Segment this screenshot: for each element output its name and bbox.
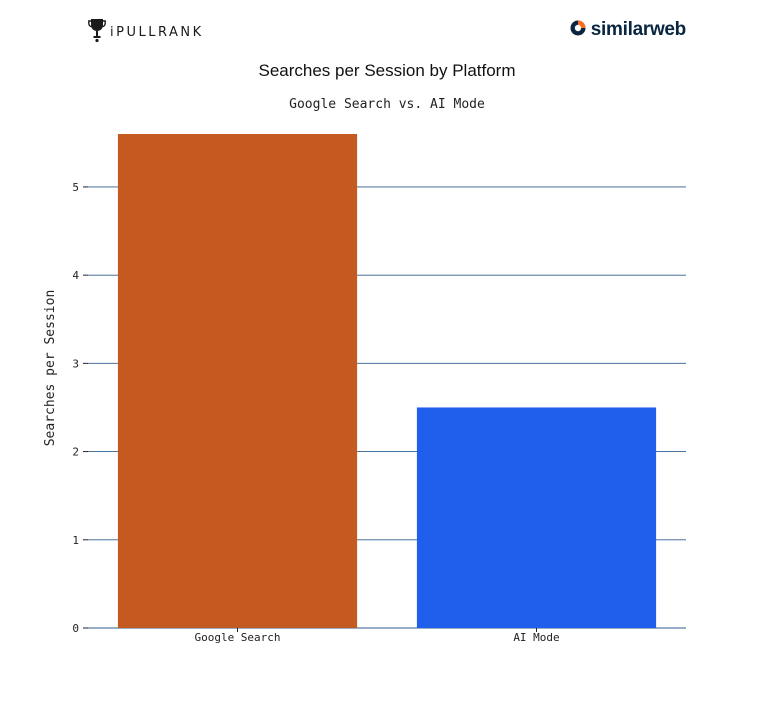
trophy-icon xyxy=(88,17,106,48)
y-tick-label: 5 xyxy=(72,181,79,194)
y-tick-label: 1 xyxy=(72,534,79,547)
ipullrank-wordmark: iPULLRANK xyxy=(110,24,204,40)
similarweb-wordmark: similarweb xyxy=(590,19,687,40)
x-tick-layer: Google Search AI Mode xyxy=(194,628,560,644)
similarweb-icon xyxy=(570,20,586,41)
bar-google-search xyxy=(117,134,358,628)
chart-subtitle: Google Search vs. AI Mode xyxy=(289,97,485,112)
y-tick-label: 3 xyxy=(72,357,79,370)
chart-title: Searches per Session by Platform xyxy=(258,61,515,80)
y-tick-label: 4 xyxy=(72,269,79,282)
y-tick-label: 2 xyxy=(72,446,79,459)
bar-ai-mode xyxy=(416,407,657,628)
ipullrank-logo: iPULLRANK xyxy=(88,18,204,46)
bar-layer xyxy=(117,134,657,628)
similarweb-logo: similarweb xyxy=(570,16,686,44)
y-axis-label: Searches per Session xyxy=(43,290,58,447)
y-tick-layer: 0 1 2 3 4 5 xyxy=(72,181,88,635)
y-tick-label: 0 xyxy=(72,622,79,635)
x-tick-label: Google Search xyxy=(194,631,280,644)
x-tick-label: AI Mode xyxy=(513,631,559,644)
